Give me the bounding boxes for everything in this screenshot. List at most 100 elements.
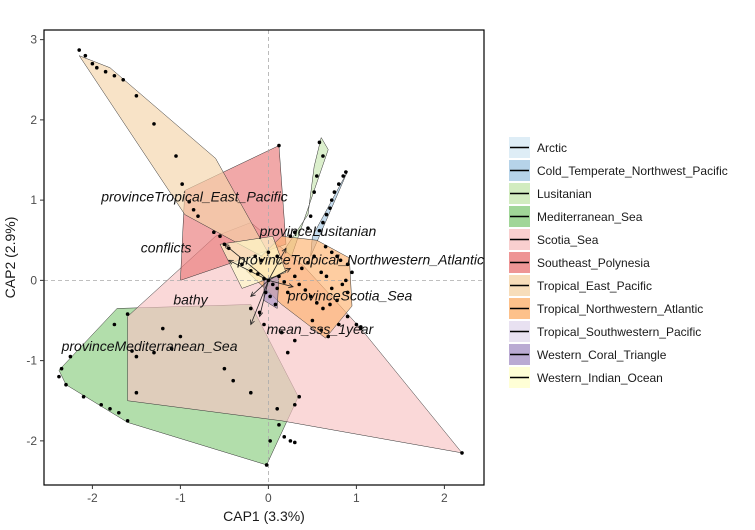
- data-point: [125, 419, 130, 423]
- data-point: [134, 94, 139, 98]
- data-point: [340, 282, 345, 287]
- data-point: [293, 402, 297, 407]
- x-tick-label: 2: [441, 491, 448, 505]
- data-point: [319, 328, 324, 332]
- data-point: [341, 174, 346, 178]
- data-point: [59, 366, 64, 371]
- data-point: [344, 170, 348, 174]
- data-point: [231, 378, 235, 383]
- vector-provincelusitanian: [268, 248, 287, 281]
- data-point: [321, 220, 325, 225]
- hull-tropical-east-pacific: [78, 55, 275, 264]
- data-point: [222, 242, 227, 247]
- y-axis-title: CAP2 (2.9%): [2, 217, 18, 299]
- data-point: [293, 230, 297, 235]
- vector-provincescotia-sea: [268, 279, 294, 288]
- data-point: [108, 406, 112, 411]
- legend-label: Western_Indian_Ocean: [537, 371, 663, 385]
- data-point: [288, 234, 293, 239]
- legend-label: Tropical_East_Pacific: [537, 279, 652, 293]
- data-point: [130, 349, 134, 353]
- data-point: [240, 262, 244, 267]
- data-point: [275, 286, 280, 291]
- data-point: [329, 286, 334, 291]
- data-point: [300, 266, 304, 271]
- data-point: [308, 214, 313, 218]
- data-point: [282, 280, 287, 284]
- data-point: [321, 154, 325, 158]
- data-point: [293, 338, 297, 343]
- vector-provincetropical-east-pacific: [224, 243, 269, 281]
- legend-label: Tropical_Southwestern_Pacific: [537, 325, 701, 339]
- data-point: [282, 435, 287, 439]
- data-point: [297, 282, 302, 287]
- data-point: [212, 230, 216, 235]
- data-point: [268, 294, 272, 299]
- vector-provincetropical-northwestern-atlantic: [268, 267, 291, 281]
- vector-label: provinceTropical_Northwestern_Atlantic: [237, 251, 484, 267]
- vector-label: provinceLusitanian: [259, 223, 377, 239]
- y-tick-label: -1: [26, 354, 37, 368]
- vector-arrowhead: [288, 283, 294, 289]
- y-tick-label: 0: [30, 273, 37, 287]
- data-point: [303, 288, 308, 292]
- data-point: [310, 318, 315, 323]
- x-tick-label: -1: [175, 491, 186, 505]
- data-point: [134, 390, 139, 395]
- data-point: [262, 322, 266, 327]
- data-point: [83, 53, 88, 58]
- data-point: [112, 73, 117, 78]
- data-point: [354, 322, 359, 327]
- data-point: [345, 290, 350, 295]
- vector-label: provinceScotia_Sea: [287, 287, 413, 303]
- legend-label: Lusitanian: [537, 187, 592, 201]
- legend-label: Southeast_Polynesia: [537, 256, 650, 270]
- data-point: [338, 258, 343, 263]
- vector-arrowhead: [227, 259, 234, 265]
- data-point: [227, 246, 231, 251]
- data-point: [345, 262, 350, 267]
- hull-layer: [58, 55, 463, 466]
- data-point: [77, 48, 81, 52]
- data-point: [344, 278, 348, 283]
- data-point: [306, 226, 310, 231]
- data-point: [297, 394, 302, 399]
- data-point: [249, 306, 253, 311]
- hull-western-indian-ocean: [219, 235, 287, 289]
- data-point: [315, 174, 319, 178]
- legend-label: Scotia_Sea: [537, 233, 599, 247]
- data-point: [152, 122, 156, 126]
- data-point: [323, 244, 328, 249]
- points-layer: [57, 48, 464, 467]
- data-point: [460, 451, 464, 455]
- data-point: [218, 234, 222, 239]
- data-point: [273, 302, 278, 307]
- vector-layer: [223, 243, 294, 326]
- y-tick-label: -2: [26, 434, 37, 448]
- data-point: [259, 258, 264, 263]
- data-point: [329, 198, 334, 202]
- data-point: [222, 366, 227, 371]
- data-point: [257, 310, 262, 315]
- vector-label: bathy: [173, 291, 208, 307]
- data-point: [345, 314, 350, 319]
- data-point: [81, 394, 86, 399]
- vector-arrowhead: [250, 319, 255, 326]
- data-point: [68, 354, 73, 359]
- data-point: [57, 374, 61, 379]
- y-axis: -2 -1 0 1 2 3: [26, 33, 44, 448]
- x-axis-title: CAP1 (3.3%): [223, 508, 305, 524]
- data-point: [112, 322, 117, 327]
- data-point: [275, 406, 280, 411]
- vector-conflicts: [228, 259, 269, 281]
- vector-label: mean_sss_1year: [267, 321, 375, 337]
- data-point: [178, 334, 183, 339]
- data-point: [285, 290, 290, 295]
- y-tick-label: 3: [30, 33, 37, 47]
- vector-arrowhead: [281, 247, 287, 254]
- data-point: [264, 463, 269, 467]
- data-point: [359, 325, 363, 329]
- data-point: [256, 272, 260, 276]
- legend-label: Cold_Temperate_Northwest_Pacific: [537, 164, 728, 178]
